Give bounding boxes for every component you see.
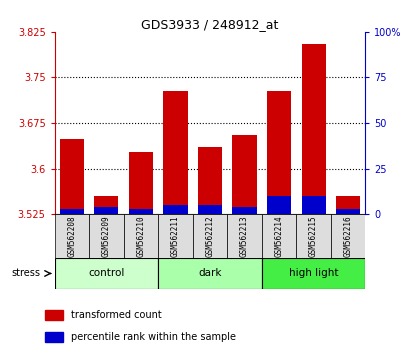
Text: GSM562212: GSM562212 bbox=[205, 216, 215, 257]
Text: transformed count: transformed count bbox=[71, 310, 161, 320]
Bar bbox=[45, 310, 63, 320]
Bar bbox=[302, 44, 326, 214]
Bar bbox=[163, 205, 188, 214]
Text: GSM562213: GSM562213 bbox=[240, 216, 249, 257]
Bar bbox=[232, 135, 257, 214]
Bar bbox=[297, 214, 331, 258]
Bar bbox=[129, 152, 153, 214]
Text: stress: stress bbox=[12, 268, 41, 279]
Bar bbox=[302, 196, 326, 214]
Text: GSM562208: GSM562208 bbox=[67, 216, 76, 257]
Bar bbox=[336, 196, 360, 214]
Text: GSM562215: GSM562215 bbox=[309, 216, 318, 257]
Bar bbox=[267, 91, 291, 214]
Bar bbox=[193, 214, 227, 258]
Text: GSM562211: GSM562211 bbox=[171, 216, 180, 257]
Text: GSM562209: GSM562209 bbox=[102, 216, 111, 257]
Bar bbox=[331, 214, 365, 258]
Bar bbox=[158, 258, 262, 289]
Bar bbox=[158, 214, 193, 258]
Text: GSM562214: GSM562214 bbox=[275, 216, 284, 257]
Bar bbox=[94, 196, 118, 214]
Bar bbox=[123, 214, 158, 258]
Bar bbox=[336, 209, 360, 214]
Bar bbox=[262, 214, 297, 258]
Bar bbox=[198, 205, 222, 214]
Bar bbox=[262, 258, 365, 289]
Bar bbox=[60, 209, 84, 214]
Bar bbox=[55, 214, 89, 258]
Text: GSM562216: GSM562216 bbox=[344, 216, 353, 257]
Bar bbox=[227, 214, 262, 258]
Text: dark: dark bbox=[198, 268, 222, 279]
Text: high light: high light bbox=[289, 268, 339, 279]
Bar bbox=[89, 214, 123, 258]
Bar bbox=[232, 207, 257, 214]
Bar bbox=[94, 207, 118, 214]
Bar bbox=[198, 147, 222, 214]
Text: percentile rank within the sample: percentile rank within the sample bbox=[71, 332, 236, 342]
Bar bbox=[45, 332, 63, 342]
Bar bbox=[129, 209, 153, 214]
Bar bbox=[55, 258, 158, 289]
Title: GDS3933 / 248912_at: GDS3933 / 248912_at bbox=[141, 18, 279, 31]
Bar bbox=[163, 91, 188, 214]
Bar bbox=[267, 196, 291, 214]
Text: control: control bbox=[88, 268, 125, 279]
Bar bbox=[60, 139, 84, 214]
Text: GSM562210: GSM562210 bbox=[136, 216, 145, 257]
